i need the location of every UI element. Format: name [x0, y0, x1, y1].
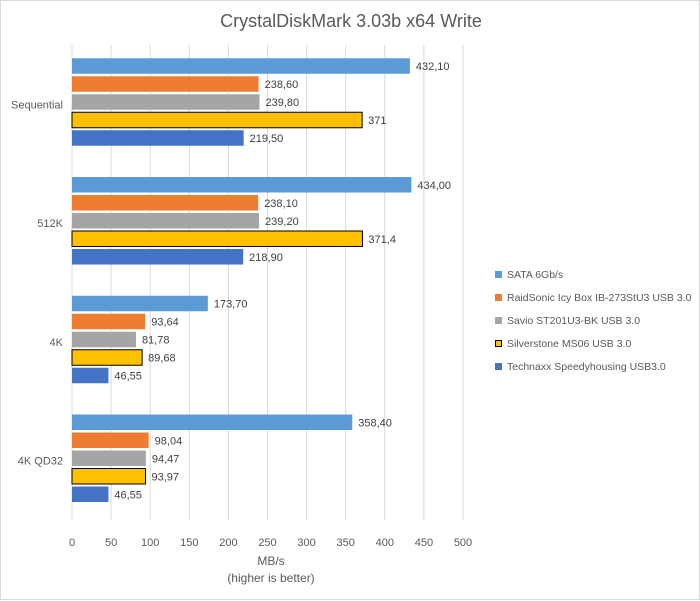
y-category-label: 4K [50, 337, 64, 349]
x-tick-label: 0 [69, 537, 75, 549]
data-label: 46,55 [114, 371, 142, 383]
data-label: 46,55 [114, 489, 142, 501]
bar [72, 195, 259, 211]
legend-item: RaidSonic Icy Box IB-273StU3 USB 3.0 [495, 286, 691, 309]
data-label: 98,04 [155, 435, 183, 447]
bar [72, 313, 146, 330]
data-label: 89,68 [148, 353, 176, 365]
legend-item: SATA 6Gb/s [495, 263, 691, 286]
data-label: 371 [368, 115, 386, 127]
x-tick-label: 250 [258, 537, 276, 549]
bar [72, 76, 259, 92]
data-label: 239,80 [266, 97, 300, 109]
bar [72, 331, 136, 348]
bar [72, 414, 353, 430]
bar [72, 130, 244, 146]
data-label: 173,70 [214, 299, 248, 311]
chart-title: CrystalDiskMark 3.03b x64 Write [220, 11, 482, 31]
x-tick-label: 50 [105, 537, 117, 549]
legend-swatch [495, 363, 502, 370]
bar [72, 213, 260, 229]
bar [72, 486, 109, 502]
legend: SATA 6Gb/s RaidSonic Icy Box IB-273StU3 U… [495, 263, 691, 378]
legend-label: Savio ST201U3-BK USB 3.0 [507, 314, 641, 327]
bar [72, 295, 208, 312]
data-label: 238,10 [264, 198, 298, 210]
legend-label: Silverstone MS06 USB 3.0 [507, 337, 632, 350]
data-label: 371,4 [368, 234, 396, 246]
bar [71, 349, 143, 366]
y-category-label: 512K [37, 218, 63, 230]
bar [71, 468, 146, 485]
bar [72, 58, 410, 74]
y-category-label: 4K QD32 [18, 456, 63, 468]
data-label: 93,97 [151, 471, 179, 483]
data-label: 219,50 [250, 133, 284, 145]
x-tick-label: 100 [141, 537, 159, 549]
data-label: 358,40 [358, 417, 392, 429]
legend-item: Technaxx Speedyhousing USB3.0 [495, 355, 691, 378]
legend-label: SATA 6Gb/s [507, 268, 564, 281]
data-label: 239,20 [265, 216, 299, 228]
data-label: 81,78 [142, 335, 170, 347]
bar [71, 230, 363, 247]
x-axis-label: MB/s [257, 554, 285, 568]
bar [72, 367, 109, 384]
x-axis-sublabel: (higher is better) [227, 571, 315, 585]
data-label: 434,00 [417, 180, 451, 192]
x-tick-label: 350 [337, 537, 355, 549]
data-label: 238,60 [265, 79, 299, 91]
bar [72, 94, 260, 110]
x-tick-label: 450 [415, 537, 433, 549]
data-label: 93,64 [151, 317, 179, 329]
legend-item: Silverstone MS06 USB 3.0 [495, 332, 691, 355]
legend-swatch [495, 317, 502, 324]
legend-label: Technaxx Speedyhousing USB3.0 [507, 360, 666, 373]
data-label: 218,90 [249, 252, 283, 264]
x-tick-label: 500 [454, 537, 472, 549]
x-tick-label: 150 [180, 537, 198, 549]
legend-item: Savio ST201U3-BK USB 3.0 [495, 309, 691, 332]
bar [72, 177, 412, 193]
bar [71, 111, 363, 129]
legend-swatch [495, 294, 502, 301]
data-label: 94,47 [152, 453, 180, 465]
legend-swatch [495, 271, 502, 278]
x-tick-label: 400 [376, 537, 394, 549]
legend-swatch [495, 340, 502, 347]
legend-label: RaidSonic Icy Box IB-273StU3 USB 3.0 [507, 291, 692, 304]
bar [72, 432, 149, 448]
x-tick-label: 200 [219, 537, 237, 549]
x-tick-label: 300 [297, 537, 315, 549]
y-category-label: Sequential [11, 99, 63, 111]
bar [72, 450, 146, 466]
bar [72, 249, 244, 265]
data-label: 432,10 [416, 61, 450, 73]
